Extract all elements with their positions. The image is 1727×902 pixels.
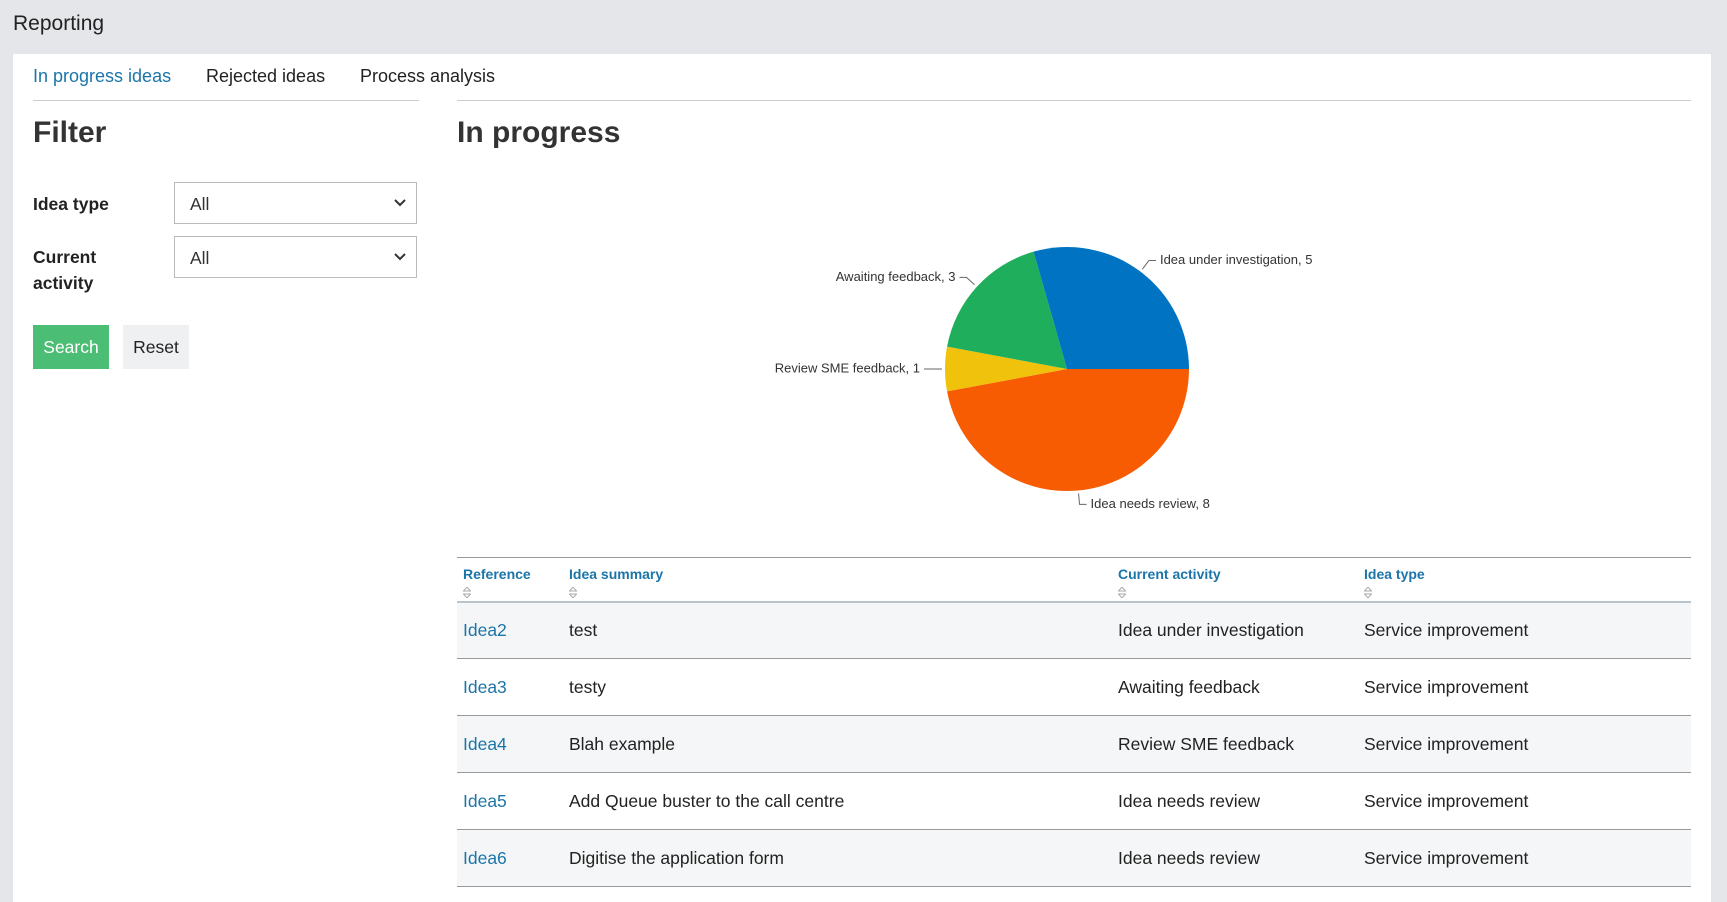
field-label: Idea type — [33, 194, 109, 214]
column-header[interactable]: Reference — [457, 557, 563, 603]
table-cell: Service improvement — [1358, 772, 1691, 830]
chart-title: In progress — [457, 116, 621, 149]
data-label: Review SME feedback, 1 — [775, 360, 920, 375]
table-cell: Service improvement — [1358, 829, 1691, 887]
pie-slice — [945, 346, 1067, 392]
sort-icon — [1118, 587, 1126, 598]
column-label: Idea type — [1364, 566, 1425, 582]
tab[interactable]: In progress ideas — [33, 66, 172, 86]
table-row: Idea3 testy Awaiting feedback Service impro… — [457, 658, 1691, 716]
table-cell: Add Queue buster to the call centre — [563, 772, 1112, 830]
separator — [457, 100, 1691, 101]
search-button[interactable]: Search — [33, 325, 109, 369]
select[interactable]: All — [174, 182, 417, 224]
tab[interactable]: Rejected ideas — [206, 66, 326, 86]
reference-link[interactable]: Idea5 — [463, 790, 507, 811]
sort-icon — [463, 587, 471, 598]
select[interactable]: All — [174, 236, 417, 278]
table-cell: Review SME feedback — [1112, 715, 1358, 773]
table-cell: testy — [563, 658, 1112, 716]
leader-line — [1141, 259, 1156, 270]
chart: Idea needs review, 8 Review SME feedback,… — [775, 247, 1313, 511]
reference-link[interactable]: Idea2 — [463, 619, 507, 640]
leader-line — [1078, 493, 1087, 505]
tab[interactable]: Process analysis — [360, 66, 496, 86]
column-label: Idea summary — [569, 566, 664, 582]
table-cell: Idea3 — [457, 658, 563, 716]
table-cell: Digitise the application form — [563, 829, 1112, 887]
select-value: All — [190, 248, 210, 268]
sort-icon — [1364, 587, 1372, 598]
table-cell: Idea4 — [457, 715, 563, 773]
select-value: All — [190, 194, 210, 214]
pie-slice — [947, 369, 1189, 491]
table-cell: Idea2 — [457, 601, 563, 659]
column-header[interactable]: Idea type — [1358, 557, 1691, 603]
sort-icon — [569, 587, 577, 598]
reset-button[interactable]: Reset — [123, 325, 189, 369]
table-cell: test — [563, 601, 1112, 659]
data-label: Idea under investigation, 5 — [1160, 252, 1313, 267]
pie-slice — [947, 251, 1067, 369]
table-row: Idea2 test Idea under investigation Service… — [457, 601, 1691, 659]
data-label: Idea needs review, 8 — [1091, 496, 1210, 511]
table-cell: Blah example — [563, 715, 1112, 773]
table: Reference Idea summary Current activity Ide… — [457, 557, 1691, 887]
column-label: Reference — [463, 566, 531, 582]
separator — [33, 100, 419, 101]
table-cell: Service improvement — [1358, 601, 1691, 659]
table-cell: Awaiting feedback — [1112, 658, 1358, 716]
reference-link[interactable]: Idea3 — [463, 676, 507, 697]
chevron — [394, 253, 406, 261]
field-label: Current activity — [33, 247, 97, 293]
table-cell: Idea under investigation — [1112, 601, 1358, 659]
table-row: Idea6 Digitise the application form Idea n… — [457, 829, 1691, 887]
table-cell: Idea needs review — [1112, 772, 1358, 830]
table-cell: Idea6 — [457, 829, 563, 887]
table-cell: Idea needs review — [1112, 829, 1358, 887]
filter-title: Filter — [33, 116, 107, 149]
column-header[interactable]: Current activity — [1112, 557, 1358, 603]
table-cell: Service improvement — [1358, 658, 1691, 716]
reference-link[interactable]: Idea6 — [463, 847, 507, 868]
table-row: Idea5 Add Queue buster to the call centre… — [457, 772, 1691, 830]
table-row: Idea4 Blah example Review SME feedback Serv… — [457, 715, 1691, 773]
column-header[interactable]: Idea summary — [563, 557, 1112, 603]
table-cell: Idea5 — [457, 772, 563, 830]
table-cell: Service improvement — [1358, 715, 1691, 773]
reference-link[interactable]: Idea4 — [463, 733, 507, 754]
chevron — [394, 199, 406, 207]
column-label: Current activity — [1118, 566, 1221, 582]
data-label: Awaiting feedback, 3 — [836, 269, 956, 284]
pie-slice — [1033, 247, 1189, 369]
leader-line — [959, 276, 975, 286]
page-title: Reporting — [13, 12, 105, 35]
